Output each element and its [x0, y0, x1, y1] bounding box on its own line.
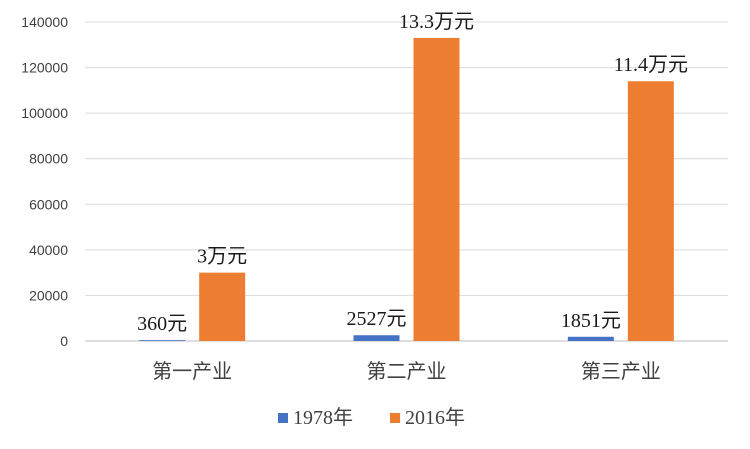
- bar-series2: [627, 81, 674, 341]
- bar-series1: [353, 335, 400, 341]
- legend-label: 1978年: [293, 406, 353, 429]
- x-tick-label: 第三产业: [581, 359, 661, 383]
- y-tick-label: 120000: [21, 60, 68, 76]
- data-labels: 360元 3万元 2527元 13.3万元 1851元 11.4万元: [137, 11, 688, 335]
- y-tick-label: 40000: [29, 242, 68, 258]
- bar-series2: [413, 37, 460, 341]
- y-tick-label: 20000: [29, 287, 68, 303]
- y-tick-label: 140000: [21, 14, 68, 30]
- bars: [139, 37, 674, 341]
- x-axis-ticks: 第一产业 第二产业 第三产业: [152, 359, 661, 383]
- y-tick-label: 0: [60, 333, 68, 349]
- bar-series1: [567, 336, 614, 341]
- data-label: 13.3万元: [399, 11, 474, 33]
- y-tick-label: 100000: [21, 105, 68, 121]
- bar-series2: [199, 272, 246, 341]
- gridlines: [85, 21, 728, 342]
- y-axis-ticks: 0 20000 40000 60000 80000 100000 120000 140000: [21, 14, 68, 349]
- data-label: 1851元: [561, 310, 621, 332]
- x-tick-label: 第一产业: [152, 359, 232, 383]
- legend-swatch: [390, 413, 400, 423]
- bar-series1: [139, 340, 186, 341]
- data-label: 360元: [137, 313, 187, 335]
- legend: 1978年 2016年: [278, 406, 465, 429]
- legend-swatch: [278, 413, 288, 423]
- x-tick-label: 第二产业: [367, 359, 447, 383]
- y-tick-label: 60000: [29, 196, 68, 212]
- y-tick-label: 80000: [29, 151, 68, 167]
- legend-label: 2016年: [405, 406, 465, 429]
- data-label: 2527元: [347, 308, 407, 330]
- data-label: 3万元: [197, 246, 247, 268]
- data-label: 11.4万元: [614, 54, 688, 76]
